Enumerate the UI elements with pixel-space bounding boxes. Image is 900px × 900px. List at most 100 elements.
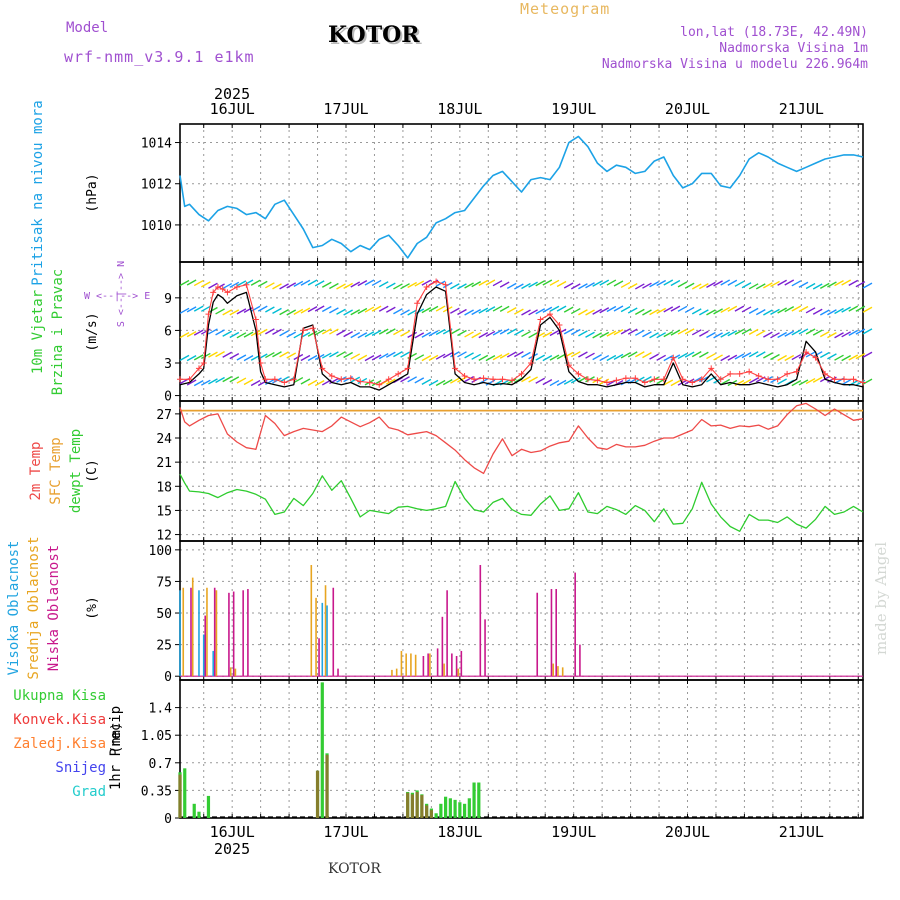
wind-barb [770, 280, 780, 288]
wind-barb [805, 377, 816, 385]
wind-gust-marker [210, 289, 217, 296]
wind-barb [435, 353, 446, 360]
wind-barb [329, 351, 339, 358]
wind-gust-marker [385, 376, 392, 383]
wind-barb [841, 331, 851, 338]
wind-barb [563, 378, 574, 385]
wind-barb [720, 355, 731, 362]
wind-gust-marker [471, 376, 478, 383]
wind-barb [350, 309, 361, 316]
wind-barb [734, 305, 745, 312]
wind-barb [812, 351, 823, 358]
cloud-panel: 0 25 50 75 100 [149, 540, 864, 685]
wind-barb [535, 354, 546, 361]
wind-barb [286, 331, 297, 338]
wind-barb [179, 307, 190, 314]
wind-barb [713, 308, 723, 315]
wind-barb [827, 281, 837, 288]
wind-barb [414, 377, 425, 384]
wind-barb [634, 308, 645, 315]
wind-barb [663, 279, 674, 286]
wind-gust-marker [290, 376, 297, 383]
wind-barb [471, 308, 482, 316]
wind-barb [763, 282, 773, 289]
precip-total-bar [183, 768, 187, 818]
wind-gust-marker [822, 370, 829, 377]
wind-barb [329, 307, 339, 314]
wind-barb [805, 307, 816, 314]
wind-barb [755, 309, 766, 316]
wind-barb [314, 329, 325, 336]
wind-barb [186, 355, 197, 362]
wind-barb [706, 331, 716, 339]
compass-sn: S <--|--> N [116, 261, 127, 327]
cloud-ytick-label: 25 [156, 639, 172, 654]
wind-barb [208, 328, 218, 335]
wind-barb [407, 281, 418, 289]
wind-barb [570, 377, 581, 384]
wind-barb [321, 305, 332, 313]
wind-barb [748, 351, 759, 358]
precip-panel: 0 0.35 0.7 1.05 1.4 [141, 679, 864, 827]
precip-conv-bar [315, 770, 320, 818]
wind-barb [208, 351, 218, 358]
wind-barb [464, 309, 474, 316]
wind-barb [236, 354, 247, 361]
wind-gust-marker [594, 377, 601, 384]
wind-barb [428, 330, 439, 337]
year-bottom: 2025 [214, 840, 251, 858]
wind-barb [279, 283, 289, 290]
cloud-frame [179, 540, 864, 681]
model-name: wrf-nmm_v3.9.1 e1km [64, 48, 255, 66]
wind-gust-marker [219, 286, 226, 293]
wind-barb [528, 376, 538, 383]
wind-barb [812, 376, 823, 383]
wind-barb [378, 353, 389, 360]
pressure-axis-title: Pritisak na nivou mora [30, 100, 46, 285]
wind-axis-subtitle: Brzina i Pravac [50, 269, 66, 395]
wind-barb [201, 379, 211, 386]
wind-barb [400, 330, 410, 337]
wind-barb [699, 351, 709, 358]
wind-barb [378, 281, 389, 288]
wind-barb [229, 281, 240, 288]
wind-gust-marker [812, 354, 819, 361]
precip-total-bar [453, 799, 457, 818]
wind-barb [706, 281, 716, 288]
wind-barb [556, 280, 567, 288]
wind-barb [201, 305, 211, 312]
wind-barb [634, 329, 645, 336]
wind-barb [329, 328, 339, 335]
wind-barb [549, 279, 560, 286]
wind-barb [257, 328, 268, 335]
day-label-top: 19JUL [551, 100, 596, 118]
wind-barb [350, 353, 361, 360]
wind-barb [343, 351, 353, 359]
pressure-ytick-label: 1014 [141, 137, 172, 152]
wind-gust-marker [423, 283, 430, 290]
wind-barb [336, 329, 346, 336]
wind-barb [535, 308, 546, 315]
wind-barb [257, 280, 268, 287]
wind-barb [450, 377, 460, 384]
wind-barb [257, 305, 268, 312]
wind-gust-marker [357, 378, 364, 385]
wind-barb [699, 309, 709, 316]
wind-barb [193, 279, 204, 287]
wind-barb [229, 331, 240, 339]
wind-barb [222, 376, 233, 383]
wind-barb [336, 351, 346, 358]
wind-barb [435, 305, 446, 312]
wind-barb [634, 351, 645, 358]
wind-barb [393, 351, 403, 358]
wind-axis-unit: (m/s) [85, 312, 100, 351]
wind-barb [357, 307, 368, 315]
wind-barb [286, 282, 297, 289]
wind-barb [400, 309, 410, 316]
wind-barb [791, 305, 802, 312]
wind-gust-marker [565, 362, 572, 369]
wind-gust-marker [309, 325, 316, 332]
precip-conv-bar [178, 774, 182, 818]
wind-barb [300, 354, 311, 362]
day-label-bottom: 20JUL [665, 823, 710, 841]
